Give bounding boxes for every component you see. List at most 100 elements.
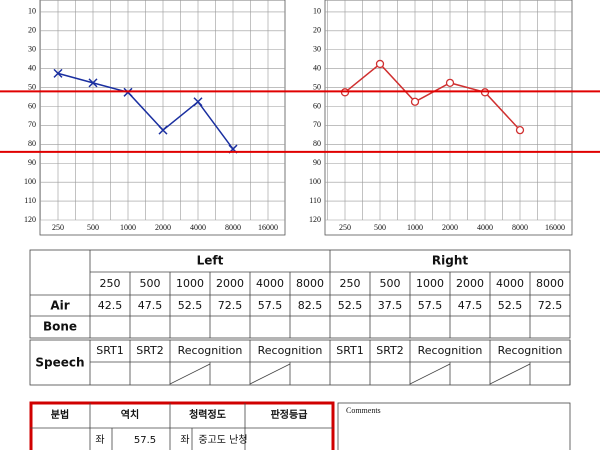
frequency-label: 4000: [256, 277, 284, 290]
air-value: 47.5: [458, 299, 483, 312]
speech-cell: Recognition: [418, 344, 483, 357]
x-tick-label: 4000: [477, 223, 493, 232]
speech-cell: Recognition: [178, 344, 243, 357]
air-value: 72.5: [218, 299, 243, 312]
speech-label: Speech: [35, 356, 84, 370]
table-frame: [29, 249, 571, 339]
frequency-label: 1000: [416, 277, 444, 290]
row-label: Air: [50, 299, 69, 313]
speech-cell: Recognition: [258, 344, 323, 357]
summary-header: 판정등급: [271, 408, 308, 421]
o-marker: [375, 59, 385, 69]
air-value: 52.5: [178, 299, 203, 312]
speech-cell: SRT1: [96, 344, 124, 357]
x-tick-label: 16000: [545, 223, 565, 232]
row-label: Bone: [43, 320, 77, 334]
y-tick-label: 50: [313, 82, 321, 91]
table-rule: [409, 363, 451, 385]
y-tick-label: 70: [28, 120, 36, 129]
y-tick-label: 120: [24, 215, 36, 224]
x-tick-label: 1000: [407, 223, 423, 232]
y-tick-label: 10: [313, 7, 321, 16]
x-tick-label: 8000: [512, 223, 528, 232]
o-marker: [445, 78, 455, 88]
y-tick-label: 90: [313, 158, 321, 167]
comments-box: [337, 402, 571, 450]
y-tick-label: 70: [313, 120, 321, 129]
frequency-label: 2000: [216, 277, 244, 290]
o-marker: [410, 97, 420, 106]
y-tick-label: 40: [313, 63, 321, 72]
y-tick-label: 30: [28, 45, 36, 54]
frequency-label: 250: [340, 277, 361, 290]
summary-header: 분법: [51, 408, 69, 421]
x-tick-label: 250: [339, 223, 351, 232]
summary-header: 역치: [121, 408, 139, 421]
table-rule: [249, 363, 291, 385]
x-tick-label: 2000: [155, 223, 171, 232]
x-tick-label: 500: [374, 223, 386, 232]
y-tick-label: 40: [28, 63, 36, 72]
y-tick-label: 50: [28, 82, 36, 91]
x-marker: [193, 97, 203, 107]
table-rule: [489, 363, 531, 385]
y-tick-label: 20: [313, 26, 321, 35]
speech-cell: SRT1: [336, 344, 364, 357]
y-tick-label: 90: [28, 158, 36, 167]
y-tick-label: 110: [24, 196, 36, 205]
y-tick-label: 60: [28, 101, 36, 110]
speech-cell: SRT2: [136, 344, 164, 357]
air-value: 57.5: [418, 299, 443, 312]
chart-frame: [39, 0, 286, 236]
frequency-label: 2000: [456, 277, 484, 290]
series-line: [57, 72, 234, 150]
frequency-label: 4000: [496, 277, 524, 290]
y-tick-label: 80: [28, 139, 36, 148]
summary-cell: 좌: [180, 434, 189, 446]
y-tick-label: 110: [309, 196, 321, 205]
speech-cell: SRT2: [376, 344, 404, 357]
chart-frame: [324, 0, 573, 236]
air-value: 37.5: [378, 299, 403, 312]
table-header: Left: [197, 254, 224, 268]
air-value: 52.5: [498, 299, 523, 312]
frequency-label: 250: [100, 277, 121, 290]
x-marker: [53, 68, 63, 78]
comments-label: Comments: [346, 406, 381, 415]
x-tick-label: 16000: [258, 223, 278, 232]
frequency-label: 500: [140, 277, 161, 290]
air-value: 52.5: [338, 299, 363, 312]
y-tick-label: 100: [309, 177, 321, 186]
x-tick-label: 1000: [120, 223, 136, 232]
x-marker: [158, 125, 168, 135]
air-value: 82.5: [298, 299, 323, 312]
x-tick-label: 4000: [190, 223, 206, 232]
air-value: 72.5: [538, 299, 563, 312]
summary-header: 청력정도: [189, 408, 226, 421]
x-tick-label: 500: [87, 223, 99, 232]
y-tick-label: 30: [313, 45, 321, 54]
x-tick-label: 8000: [225, 223, 241, 232]
x-tick-label: 250: [52, 223, 64, 232]
air-value: 47.5: [138, 299, 163, 312]
table-rule: [169, 363, 211, 385]
frequency-label: 500: [380, 277, 401, 290]
summary-cell: 좌: [95, 434, 104, 446]
frequency-label: 8000: [536, 277, 564, 290]
table-header: Right: [432, 254, 468, 268]
y-tick-label: 20: [28, 26, 36, 35]
y-tick-label: 100: [24, 177, 36, 186]
air-value: 57.5: [258, 299, 283, 312]
y-tick-label: 60: [313, 101, 321, 110]
summary-cell: 57.5: [134, 435, 156, 446]
o-marker: [515, 125, 525, 135]
y-tick-label: 80: [313, 139, 321, 148]
summary-cell: 중고도 난청: [198, 434, 247, 446]
y-tick-label: 10: [28, 7, 36, 16]
frequency-label: 1000: [176, 277, 204, 290]
air-value: 42.5: [98, 299, 123, 312]
frequency-label: 8000: [296, 277, 324, 290]
x-marker: [88, 78, 98, 88]
x-tick-label: 2000: [442, 223, 458, 232]
